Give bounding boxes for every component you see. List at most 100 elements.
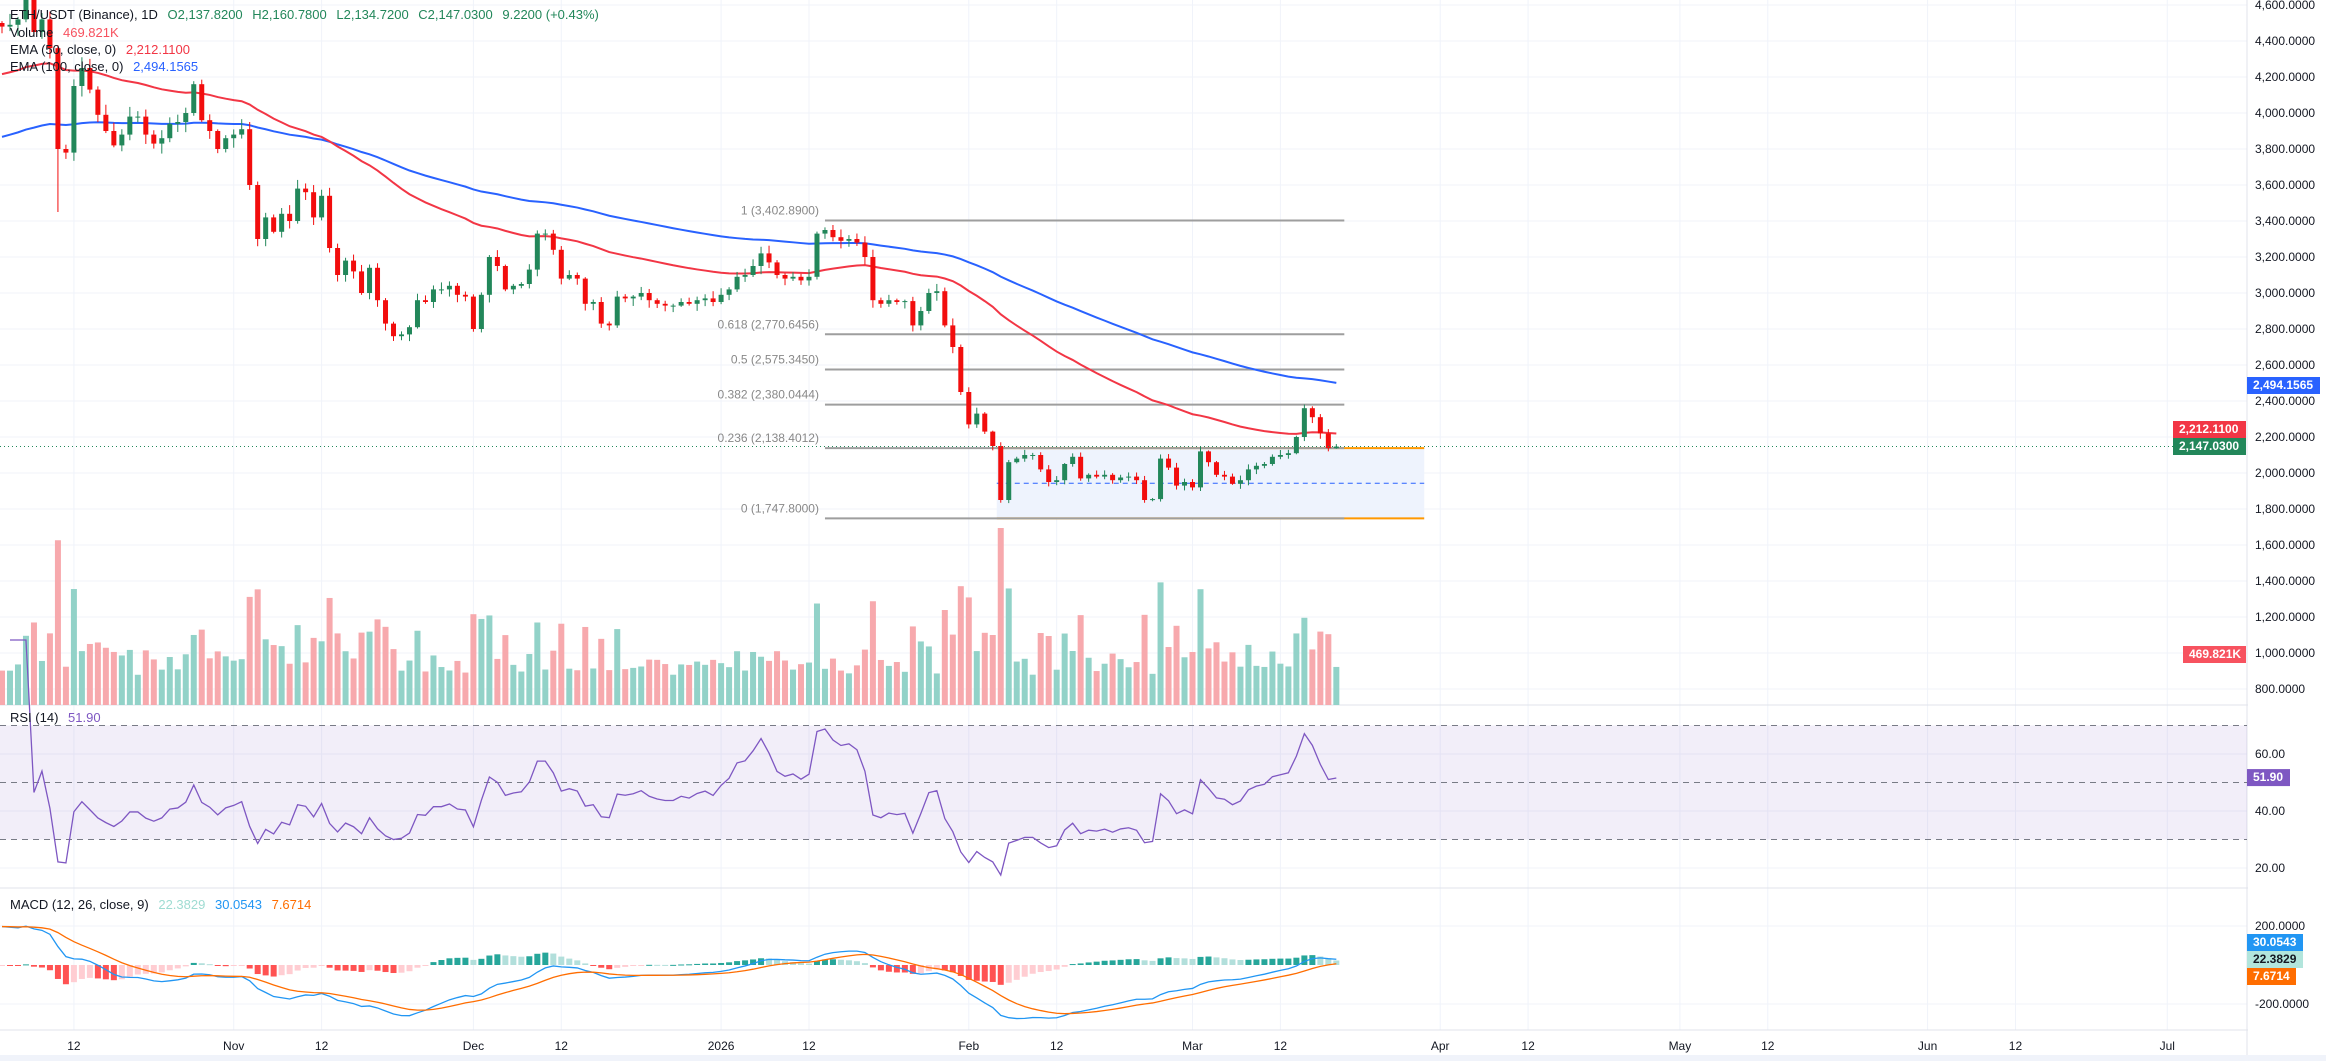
candle-body — [1293, 437, 1299, 454]
volume-bar — [718, 663, 725, 705]
macd-histogram-bar — [1077, 963, 1084, 965]
volume-bar — [222, 656, 229, 705]
macd-histogram-bar — [470, 959, 477, 965]
volume-bar — [694, 661, 701, 705]
candle-body — [870, 257, 876, 301]
candle-body — [1213, 462, 1219, 475]
volume-bar — [782, 660, 789, 705]
volume-bar — [702, 664, 709, 705]
volume-bar — [502, 635, 509, 705]
candle-body — [942, 291, 948, 326]
macd-histogram-bar — [390, 965, 397, 974]
macd-histogram-bar — [142, 965, 149, 974]
legend-macd[interactable]: MACD (12, 26, close, 9) 22.3829 30.0543 … — [10, 897, 317, 912]
volume-bar — [214, 651, 221, 705]
candle-body — [279, 213, 285, 232]
price-axis-label: 3,600.0000 — [2255, 178, 2315, 192]
candle-body — [886, 300, 892, 304]
candle-body — [702, 298, 708, 301]
legend-rsi[interactable]: RSI (14) 51.90 — [10, 710, 107, 725]
legend-volume[interactable]: Volume 469.821K — [10, 25, 125, 40]
volume-bar — [46, 633, 53, 705]
volume-bar — [118, 655, 125, 705]
macd-histogram-bar — [1317, 956, 1324, 965]
price-axis-label: 1,200.0000 — [2255, 610, 2315, 624]
candle-body — [271, 217, 277, 232]
volume-bar — [566, 668, 573, 705]
volume-bar — [1245, 644, 1252, 705]
macd-histogram-bar — [1221, 958, 1228, 965]
candle-body — [183, 113, 189, 122]
macd-histogram-bar — [14, 965, 21, 966]
volume-bar — [885, 665, 892, 705]
candle-body — [462, 294, 468, 297]
macd-histogram-bar — [941, 965, 948, 971]
macd-histogram-bar — [1149, 960, 1156, 965]
macd-histogram-bar — [638, 965, 645, 966]
macd-hist-badge: 7.6714 — [2253, 969, 2290, 983]
volume-bar — [110, 651, 117, 705]
macd-histogram-bar — [1141, 960, 1148, 965]
volume-bar — [606, 670, 613, 705]
candle-body — [734, 276, 740, 290]
volume-bar — [534, 622, 541, 705]
candle-body — [1325, 433, 1331, 449]
volume-label: Volume — [10, 25, 54, 40]
volume-bar — [853, 665, 860, 705]
macd-histogram-bar — [534, 953, 541, 965]
candle-body — [414, 300, 420, 328]
candle-body — [207, 120, 213, 131]
volume-bar — [1253, 665, 1260, 705]
candle-body — [430, 289, 436, 302]
macd-histogram-bar — [1237, 960, 1244, 965]
volume-bar — [1333, 666, 1340, 705]
legend-ema100[interactable]: EMA (100, close, 0) 2,494.1565 — [10, 59, 204, 74]
candle-body — [1094, 474, 1100, 477]
candle-body — [1054, 480, 1060, 482]
macd-histogram-bar — [126, 965, 133, 977]
ema100-price-badge-bg — [2247, 377, 2320, 394]
macd-histogram-bar — [1117, 959, 1124, 965]
macd-histogram-bar — [766, 958, 773, 965]
candle-body — [982, 413, 988, 432]
macd-histogram-bar — [214, 965, 221, 966]
volume-bar — [1029, 674, 1036, 705]
macd-signal-value: 30.0543 — [214, 897, 262, 912]
candle-body — [1086, 474, 1092, 479]
macd-histogram-bar — [1261, 959, 1268, 965]
volume-bar — [598, 638, 605, 705]
candle-body — [526, 269, 532, 284]
macd-histogram-bar — [70, 965, 77, 983]
price-axis-label: 2,400.0000 — [2255, 394, 2315, 408]
fib-retracement[interactable]: 1 (3,402.8900) 0.618 (2,770.6456) 0.5 (2,5… — [718, 203, 1345, 520]
volume-bar — [1109, 653, 1116, 705]
candle-body — [87, 68, 93, 90]
macd-histogram-bar — [398, 965, 405, 973]
symbol-label[interactable]: ETH/USDT (Binance), 1D — [10, 7, 158, 22]
candle-body — [1014, 458, 1020, 463]
macd-histogram-bar — [1205, 956, 1212, 965]
volume-bar — [766, 660, 773, 705]
volume-bar — [1277, 663, 1284, 705]
volume-bar — [518, 671, 525, 705]
volume-bar — [526, 654, 533, 705]
macd-histogram-bar — [438, 960, 445, 965]
macd-histogram-bar — [366, 965, 373, 971]
price-axis-label: 3,000.0000 — [2255, 286, 2315, 300]
ema100-line — [1, 121, 1337, 384]
volume-bar — [62, 666, 69, 705]
macd-histogram-bar — [1325, 958, 1332, 965]
volume-bar — [270, 645, 277, 705]
volume-bar — [1093, 671, 1100, 705]
ema-lines — [1, 62, 1337, 435]
macd-histogram-bar — [1165, 957, 1172, 965]
macd-histogram-bar — [1013, 965, 1020, 980]
macd-histogram-bar — [78, 965, 85, 979]
legend-ema50[interactable]: EMA (50, close, 0) 2,212.1100 — [10, 42, 196, 57]
volume-bar — [238, 659, 245, 705]
volume-bar — [278, 646, 285, 705]
macd-histogram-bar — [933, 965, 940, 970]
volume-bar — [550, 650, 557, 705]
macd-histogram-bar — [813, 961, 820, 965]
